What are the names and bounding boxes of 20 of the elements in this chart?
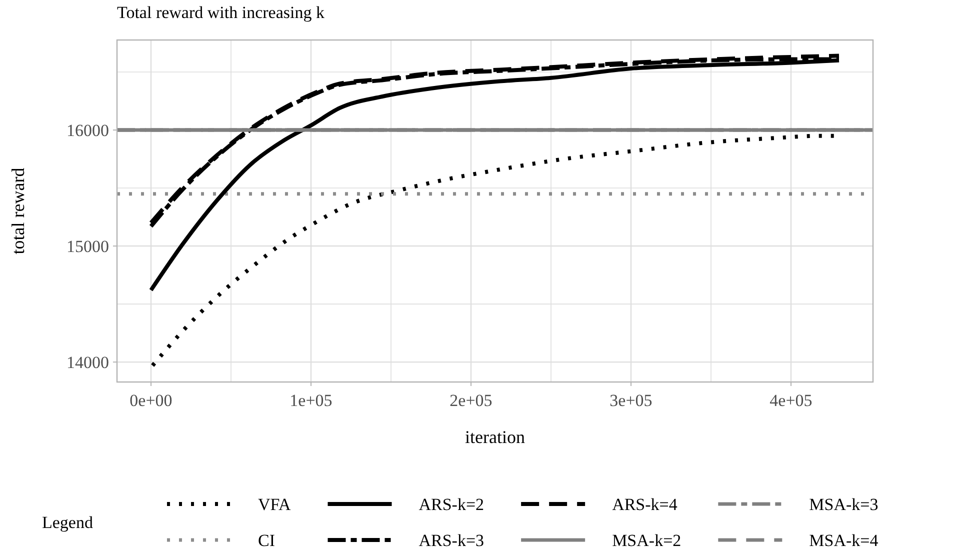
x-tick-label: 2e+05 [450, 391, 492, 410]
legend-label: ARS-k=4 [612, 494, 678, 514]
legend-label: ARS-k=3 [418, 530, 484, 550]
y-tick-label: 15000 [66, 236, 109, 256]
x-tick-label: 1e+05 [290, 391, 332, 410]
legend-label: CI [258, 530, 276, 550]
y-tick-label: 14000 [66, 352, 109, 372]
legend-label: MSA-k=3 [809, 494, 878, 514]
x-tick-label: 4e+05 [770, 391, 812, 410]
y-tick-label: 16000 [66, 120, 109, 140]
legend-label: MSA-k=4 [809, 530, 879, 550]
y-axis-title: total reward [8, 168, 28, 254]
x-axis-title: iteration [465, 427, 525, 447]
legend-title: Legend [42, 512, 94, 532]
legend-label: VFA [258, 494, 292, 514]
x-tick-label: 3e+05 [610, 391, 652, 410]
legend-label: ARS-k=2 [418, 494, 484, 514]
chart-title: Total reward with increasing k [117, 3, 325, 22]
legend-label: MSA-k=2 [612, 530, 682, 550]
x-tick-label: 0e+00 [130, 391, 172, 410]
